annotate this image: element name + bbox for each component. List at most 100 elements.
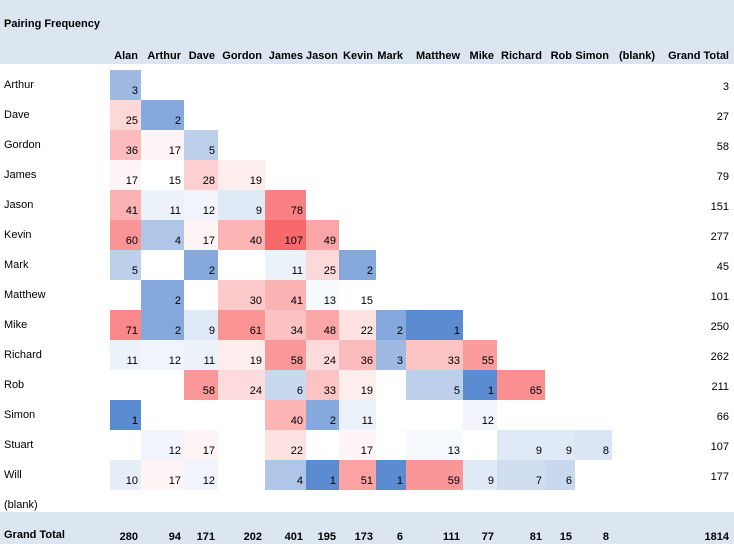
column-grand-total: 111 xyxy=(442,531,460,543)
cell-value: 22 xyxy=(290,445,303,457)
cell-value: 24 xyxy=(249,385,262,397)
cell-value: 17 xyxy=(202,445,215,457)
column-header: Kevin xyxy=(343,50,373,62)
row-grand-total: 27 xyxy=(716,111,729,123)
heatmap-cell xyxy=(110,130,141,160)
cell-value: 34 xyxy=(290,325,303,337)
heatmap-cell xyxy=(575,430,612,460)
heatmap-cell xyxy=(141,160,184,190)
heatmap-cell xyxy=(218,160,265,190)
heatmap-cell xyxy=(265,400,306,430)
heatmap-cell xyxy=(265,370,306,400)
row-grand-total: 250 xyxy=(710,321,729,333)
cell-value: 1 xyxy=(131,415,138,427)
heatmap-cell xyxy=(339,400,376,430)
cell-value: 41 xyxy=(125,205,138,217)
row-label: Rob xyxy=(4,379,25,391)
cell-value: 55 xyxy=(481,355,494,367)
row-label: Mark xyxy=(4,259,29,271)
column-header: Dave xyxy=(188,50,215,62)
cell-value: 2 xyxy=(174,325,181,337)
column-grand-total: 202 xyxy=(243,531,262,543)
heatmap-cell xyxy=(497,370,545,400)
cell-value: 4 xyxy=(296,475,303,487)
row-grand-total: 262 xyxy=(710,351,729,363)
row-label: Matthew xyxy=(4,289,46,301)
cell-value: 1 xyxy=(487,385,494,397)
cell-value: 49 xyxy=(323,235,336,247)
cell-value: 40 xyxy=(249,235,262,247)
row-grand-total: 79 xyxy=(716,171,729,183)
heatmap-cell xyxy=(463,370,497,400)
cell-value: 61 xyxy=(249,325,262,337)
row-grand-total: 66 xyxy=(716,411,729,423)
column-header: Richard xyxy=(501,50,542,62)
heatmap-cell xyxy=(497,460,545,490)
heatmap-cell xyxy=(376,310,406,340)
heatmap-cell xyxy=(339,250,376,280)
heatmap-cell xyxy=(218,220,265,250)
cell-value: 11 xyxy=(169,205,181,217)
heatmap-cell xyxy=(265,280,306,310)
cell-value: 19 xyxy=(360,385,373,397)
heatmap-cell xyxy=(141,430,184,460)
heatmap-cell xyxy=(339,280,376,310)
pivot-title: Pairing Frequency xyxy=(4,18,100,30)
cell-value: 1 xyxy=(453,325,460,337)
row-grand-total: 3 xyxy=(722,81,729,93)
heatmap-cell xyxy=(110,400,141,430)
cell-value: 30 xyxy=(249,295,262,307)
heatmap-cell xyxy=(141,100,184,130)
column-header-grand-total: Grand Total xyxy=(668,50,729,62)
row-label: Jason xyxy=(4,199,34,211)
heatmap-cell xyxy=(110,310,141,340)
cell-value: 36 xyxy=(360,355,373,367)
heatmap-cell xyxy=(110,160,141,190)
column-header: Arthur xyxy=(147,50,181,62)
cell-value: 10 xyxy=(125,475,138,487)
heatmap-cell xyxy=(184,190,218,220)
heatmap-cell xyxy=(406,310,463,340)
row-label: (blank) xyxy=(4,499,38,511)
column-grand-total: 77 xyxy=(481,531,494,543)
heatmap-cell xyxy=(406,430,463,460)
row-label: Stuart xyxy=(4,439,34,451)
heatmap-cell xyxy=(545,460,575,490)
cell-value: 17 xyxy=(168,145,181,157)
column-grand-total: 15 xyxy=(559,531,572,543)
row-label: Gordon xyxy=(4,139,41,151)
cell-value: 60 xyxy=(125,235,138,247)
row-grand-total: 58 xyxy=(716,141,729,153)
cell-value: 22 xyxy=(360,325,373,337)
cell-value: 19 xyxy=(249,355,262,367)
row-grand-total: 151 xyxy=(710,201,729,213)
cell-value: 2 xyxy=(366,265,373,277)
cell-value: 12 xyxy=(481,415,494,427)
row-label: Richard xyxy=(4,349,42,361)
heatmap-cell xyxy=(265,340,306,370)
cell-value: 9 xyxy=(535,445,542,457)
heatmap-cell xyxy=(184,370,218,400)
heatmap-cell xyxy=(406,340,463,370)
heatmap-cell xyxy=(306,310,339,340)
column-header: Mark xyxy=(377,50,403,62)
cell-value: 59 xyxy=(447,475,460,487)
column-grand-total: 195 xyxy=(317,531,336,543)
cell-value: 11 xyxy=(291,265,303,277)
heatmap-cell xyxy=(141,130,184,160)
cell-value: 11 xyxy=(361,415,373,427)
column-header: Matthew xyxy=(416,50,460,62)
heatmap-cell xyxy=(406,460,463,490)
cell-value: 48 xyxy=(323,325,336,337)
heatmap-cell xyxy=(218,340,265,370)
heatmap-cell xyxy=(265,310,306,340)
row-label: Mike xyxy=(4,319,28,331)
cell-value: 33 xyxy=(323,385,336,397)
column-header: Jason xyxy=(306,50,338,62)
heatmap-cell xyxy=(141,190,184,220)
cell-value: 58 xyxy=(202,385,215,397)
column-header: Simon xyxy=(575,50,609,62)
heatmap-cell xyxy=(110,70,141,100)
cell-value: 17 xyxy=(125,175,138,187)
